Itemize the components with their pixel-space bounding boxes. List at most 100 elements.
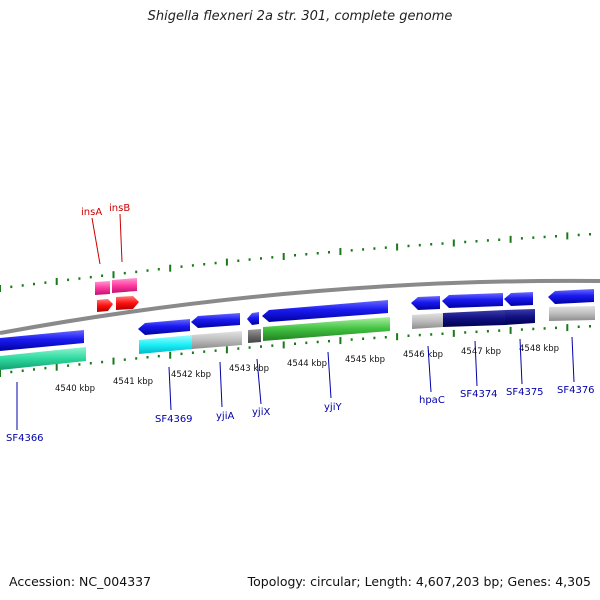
gene-label-SF4369[interactable]: SF4369 bbox=[155, 414, 193, 425]
cds-arrows[interactable] bbox=[0, 289, 594, 351]
upper-scale-tick bbox=[362, 248, 365, 251]
upper-scale-track bbox=[0, 232, 591, 292]
hpaC-cds[interactable] bbox=[411, 296, 440, 310]
upper-scale-tick bbox=[214, 261, 217, 265]
SF4374-cds[interactable] bbox=[442, 293, 503, 308]
gene-label-insA[interactable]: insA bbox=[81, 207, 102, 218]
lower-scale-tick bbox=[271, 344, 274, 347]
upper-scale-tick bbox=[430, 243, 433, 246]
gene-label-yjiA[interactable]: yjiA bbox=[216, 411, 234, 422]
upper-scale-tick bbox=[316, 252, 319, 255]
lower-scale-tick bbox=[214, 349, 217, 352]
upper-scale-tick bbox=[78, 277, 81, 280]
gene-label-yjiX[interactable]: yjiX bbox=[252, 407, 270, 418]
lower-scale-tick bbox=[89, 362, 92, 365]
yjiX-cds[interactable] bbox=[247, 312, 259, 325]
upper-scale-tick bbox=[44, 281, 47, 284]
lower-scale-tick bbox=[339, 337, 342, 345]
lower-scale-tick bbox=[169, 351, 172, 359]
SF4375-gene[interactable] bbox=[505, 309, 535, 325]
insB-feature[interactable] bbox=[112, 278, 137, 293]
yjiA-cds[interactable] bbox=[191, 313, 240, 328]
lower-scale-tick bbox=[225, 346, 228, 354]
upper-scale-tick bbox=[294, 254, 296, 257]
upper-scale-tick bbox=[486, 239, 489, 242]
lower-scale-tick bbox=[180, 352, 183, 356]
upper-scale-tick bbox=[384, 246, 387, 249]
lower-scale-tick bbox=[509, 326, 512, 334]
lower-scale-tick bbox=[452, 329, 455, 337]
gene-label-yjiY[interactable]: yjiY bbox=[324, 402, 342, 413]
upper-scale-tick bbox=[191, 264, 194, 267]
upper-scale-tick bbox=[339, 248, 342, 255]
lower-scale-tick bbox=[10, 370, 13, 374]
upper-scale-tick bbox=[464, 240, 467, 244]
upper-scale-tick bbox=[112, 271, 115, 279]
lower-scale-tick bbox=[328, 339, 330, 343]
kbp-label-4540: 4540 kbp bbox=[55, 384, 95, 394]
lower-scale-tick bbox=[520, 328, 523, 331]
upper-scale-tick bbox=[396, 243, 399, 251]
SF4374-gene[interactable] bbox=[443, 310, 505, 327]
gene-label-SF4376[interactable]: SF4376 bbox=[557, 385, 595, 396]
lower-scale-tick bbox=[384, 336, 387, 339]
upper-scale-tick bbox=[543, 235, 546, 239]
yjiA-gene[interactable] bbox=[192, 331, 242, 349]
kbp-label-4544: 4544 kbp bbox=[287, 359, 327, 369]
lower-scale-tick bbox=[475, 330, 478, 334]
upper-scale-tick bbox=[532, 236, 535, 239]
upper-scale-tick bbox=[271, 256, 274, 259]
gene-label-SF4375[interactable]: SF4375 bbox=[506, 387, 544, 398]
insertion-features[interactable] bbox=[95, 278, 139, 312]
lower-scale-tick bbox=[21, 369, 24, 372]
gene-label-insB[interactable]: insB bbox=[109, 203, 130, 214]
gene-label-SF4366[interactable]: SF4366 bbox=[6, 433, 44, 444]
SF4369-cds[interactable] bbox=[138, 319, 190, 335]
lower-scale-tick bbox=[441, 332, 444, 335]
lower-scale-tick bbox=[396, 333, 399, 341]
insB-cds[interactable] bbox=[116, 296, 139, 310]
yjiY-cds[interactable] bbox=[262, 300, 388, 322]
lower-scale-tick bbox=[78, 363, 81, 366]
upper-scale-tick bbox=[577, 233, 580, 237]
lower-scale-tick bbox=[543, 327, 546, 330]
insA-feature[interactable] bbox=[95, 281, 110, 295]
SF4376-gene[interactable] bbox=[549, 306, 595, 321]
kbp-label-4546: 4546 kbp bbox=[403, 350, 443, 360]
insA-cds[interactable] bbox=[97, 299, 113, 312]
gene-labels: SF4366 SF4369 yjiA yjiX yjiY hpaC SF4374… bbox=[6, 203, 595, 444]
lower-scale-tick bbox=[33, 368, 35, 371]
gene-label-SF4374[interactable]: SF4374 bbox=[460, 389, 498, 400]
SF4375-cds[interactable] bbox=[504, 292, 533, 306]
gene-label-hpaC[interactable]: hpaC bbox=[419, 395, 445, 406]
gene-bars[interactable] bbox=[0, 306, 595, 370]
upper-scale-tick bbox=[10, 285, 13, 289]
upper-scale-tick bbox=[203, 263, 206, 266]
lower-scale-tick bbox=[237, 347, 240, 350]
lower-scale-tick bbox=[305, 341, 308, 345]
hpaC-gene[interactable] bbox=[412, 313, 443, 329]
upper-scale-tick bbox=[305, 253, 308, 256]
upper-scale-tick bbox=[555, 235, 557, 238]
SF4369-gene[interactable] bbox=[139, 335, 192, 354]
SF4366-gene[interactable] bbox=[0, 347, 86, 370]
lower-scale-tick bbox=[464, 331, 467, 334]
accession-text: Accession: NC_004337 bbox=[9, 574, 152, 589]
yjiX-gene[interactable] bbox=[248, 329, 261, 343]
lower-scale-tick bbox=[430, 333, 433, 336]
upper-scale-tick bbox=[101, 274, 104, 277]
lower-scale-tick bbox=[135, 357, 138, 360]
upper-scale-tick bbox=[89, 275, 92, 279]
lower-scale-tick bbox=[532, 327, 535, 331]
lower-scale-tick bbox=[67, 364, 70, 367]
lower-scale-tick bbox=[316, 340, 319, 344]
lower-scale-tick bbox=[55, 363, 58, 371]
SF4376-cds[interactable] bbox=[548, 289, 594, 304]
SF4366-cds[interactable] bbox=[0, 330, 84, 351]
kbp-label-4543: 4543 kbp bbox=[229, 364, 269, 374]
lower-scale-tick bbox=[350, 338, 353, 341]
upper-scale-tick bbox=[509, 235, 512, 243]
upper-scale-tick bbox=[248, 258, 251, 261]
yjiY-gene[interactable] bbox=[263, 317, 390, 341]
upper-scale-tick bbox=[225, 258, 228, 266]
